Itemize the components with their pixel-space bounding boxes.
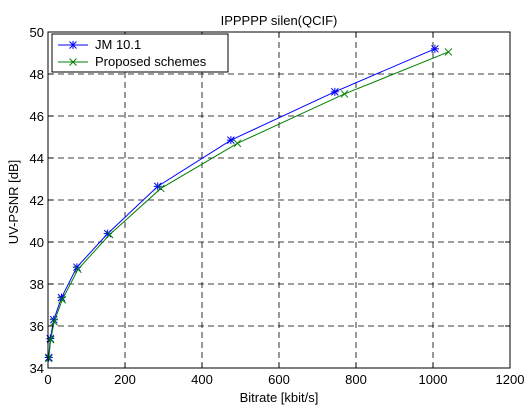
data-point xyxy=(50,317,59,326)
x-tick-label: 1200 xyxy=(496,372,525,387)
data-point xyxy=(44,354,53,363)
data-point xyxy=(226,136,235,145)
legend-box xyxy=(51,33,229,73)
y-tick-label: 40 xyxy=(30,235,44,250)
data-point xyxy=(74,265,82,274)
data-point xyxy=(156,184,165,193)
x-tick-label: 0 xyxy=(44,372,51,387)
y-axis-label: UV-PSNR [dB] xyxy=(6,160,21,245)
y-tick-label: 44 xyxy=(30,151,44,166)
y-tick-label: 38 xyxy=(30,277,44,292)
x-tick-label: 600 xyxy=(268,372,290,387)
series-layer xyxy=(44,44,453,363)
data-point xyxy=(330,87,339,96)
legend-marker-proposed xyxy=(69,58,77,66)
legend-marker-glyph xyxy=(69,41,77,49)
chart-title: IPPPPP silen(QCIF) xyxy=(221,13,338,28)
data-point xyxy=(233,139,242,148)
y-tick-label: 46 xyxy=(30,109,44,124)
x-tick-label: 200 xyxy=(114,372,136,387)
grid-layer xyxy=(48,32,510,368)
legend-label-jm: JM 10.1 xyxy=(95,37,141,52)
y-tick-label: 34 xyxy=(30,361,44,376)
legend: JM 10.1 Proposed schemes xyxy=(51,33,229,73)
y-tick-label: 50 xyxy=(30,25,44,40)
legend-marker-jm xyxy=(69,41,77,49)
x-tick-label: 800 xyxy=(345,372,367,387)
x-tick-label: 1000 xyxy=(419,372,448,387)
x-axis-label: Bitrate [kbit/s] xyxy=(240,390,319,405)
tick-layer: 0 200 400 600 800 1000 1200 34 36 38 40 42 44 46 48 50 xyxy=(30,25,525,387)
y-tick-label: 42 xyxy=(30,193,44,208)
legend-label-proposed: Proposed schemes xyxy=(95,54,207,69)
data-point xyxy=(430,44,439,53)
series-line-0 xyxy=(48,48,436,358)
data-point xyxy=(444,48,453,56)
y-tick-label: 48 xyxy=(30,67,44,82)
x-tick-label: 400 xyxy=(191,372,213,387)
data-point xyxy=(340,90,349,98)
series-line-1 xyxy=(48,51,449,359)
data-point xyxy=(58,295,67,304)
data-point xyxy=(105,230,114,239)
y-tick-label: 36 xyxy=(30,319,44,334)
legend-marker-glyph xyxy=(69,58,77,66)
